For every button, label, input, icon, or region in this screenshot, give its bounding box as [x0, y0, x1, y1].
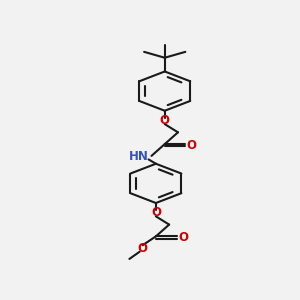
Text: O: O	[160, 114, 170, 127]
Text: O: O	[151, 206, 161, 219]
Text: O: O	[178, 231, 188, 244]
Text: HN: HN	[129, 150, 149, 164]
Text: O: O	[138, 242, 148, 255]
Text: O: O	[187, 139, 197, 152]
